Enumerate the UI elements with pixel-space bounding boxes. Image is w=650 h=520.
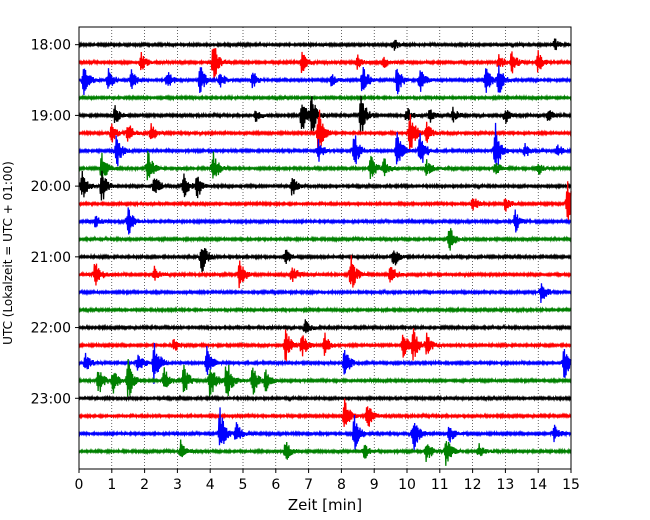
trace-2045 (78, 228, 572, 251)
trace-2345 (78, 439, 572, 466)
x-tick-label-15: 15 (562, 477, 580, 493)
trace-1845 (78, 93, 572, 102)
trace-2015 (78, 181, 572, 223)
y-tick-label-20:00: 20:00 (31, 179, 71, 195)
x-axis-ticks: 0 1 2 3 4 5 6 7 8 9 10 11 12 13 14 15 (75, 469, 580, 493)
x-tick-label-12: 12 (464, 477, 482, 493)
trace-1900 (78, 95, 572, 135)
plot-frame (78, 26, 572, 470)
trace-2130 (78, 283, 572, 303)
x-tick-label-7: 7 (304, 477, 313, 493)
x-tick-label-2: 2 (140, 477, 149, 493)
trace-2000 (78, 170, 572, 201)
trace-1830 (78, 65, 572, 95)
y-tick-label-22:00: 22:00 (31, 321, 71, 337)
x-tick-label-14: 14 (529, 477, 547, 493)
trace-1915 (78, 109, 572, 157)
x-axis-label: Zeit [min] (288, 496, 362, 514)
x-tick-label-11: 11 (431, 477, 449, 493)
x-tick-label-4: 4 (206, 477, 215, 493)
trace-2100 (78, 247, 572, 273)
trace-2145 (78, 306, 572, 314)
x-tick-label-8: 8 (337, 477, 346, 493)
y-tick-label-23:00: 23:00 (31, 391, 71, 407)
x-tick-label-0: 0 (75, 477, 84, 493)
x-tick-label-1: 1 (107, 477, 116, 493)
trace-2115 (78, 255, 572, 289)
y-axis-label: UTC (Lokalzeit = UTC + 01:00) (1, 161, 15, 345)
trace-2315 (78, 398, 572, 427)
trace-1800 (78, 38, 572, 51)
y-axis-ticks: 18:00 19:00 20:00 21:00 22:00 23:00 (31, 38, 79, 407)
trace-2200 (78, 319, 572, 334)
x-tick-label-13: 13 (496, 477, 514, 493)
x-tick-label-9: 9 (370, 477, 379, 493)
minute-grid (111, 27, 539, 469)
trace-1815 (78, 48, 572, 80)
trace-2230 (78, 343, 572, 385)
trace-2030 (78, 207, 572, 235)
trace-1930 (78, 122, 572, 167)
trace-2330 (78, 407, 572, 452)
trace-2300 (78, 394, 572, 403)
y-tick-label-18:00: 18:00 (31, 38, 71, 54)
y-tick-label-21:00: 21:00 (31, 250, 71, 266)
x-tick-label-3: 3 (173, 477, 182, 493)
x-tick-label-5: 5 (239, 477, 248, 493)
trace-1945 (78, 150, 572, 184)
x-tick-label-10: 10 (398, 477, 416, 493)
x-tick-label-6: 6 (271, 477, 280, 493)
trace-2245 (78, 359, 572, 398)
y-tick-label-19:00: 19:00 (31, 108, 71, 124)
trace-2215 (78, 328, 572, 362)
seismogram-traces (78, 38, 572, 466)
